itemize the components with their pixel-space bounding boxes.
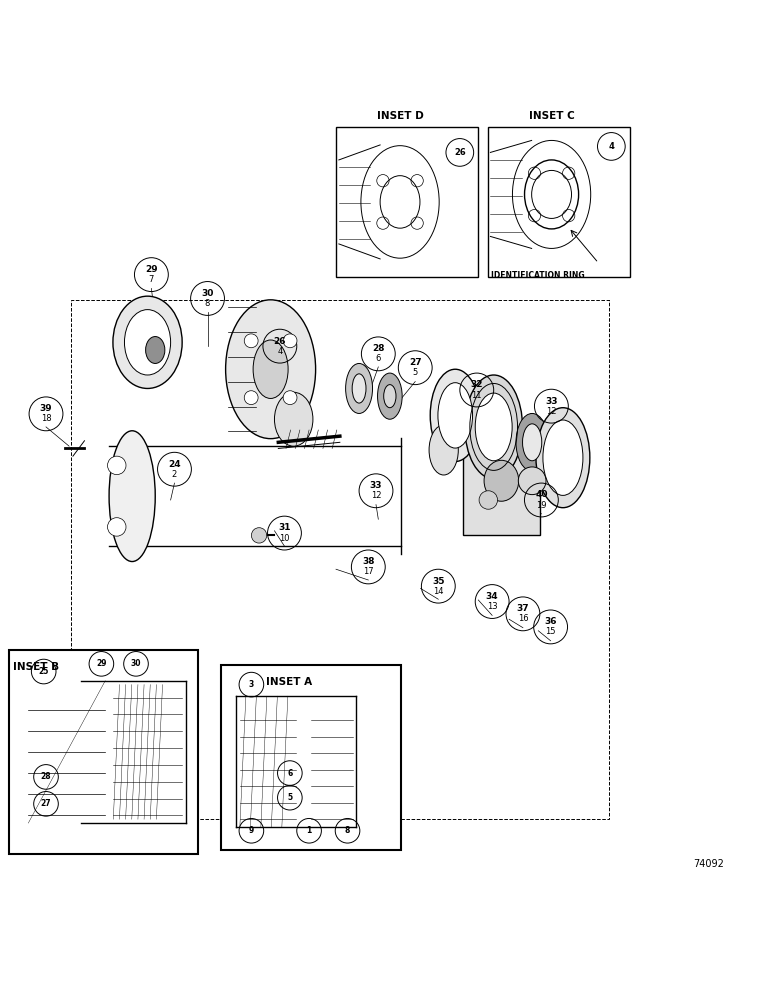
Text: 29: 29	[96, 659, 107, 668]
Text: 30: 30	[201, 289, 214, 298]
Circle shape	[107, 456, 126, 475]
Text: 32: 32	[470, 380, 483, 389]
Text: 1: 1	[306, 826, 312, 835]
Circle shape	[283, 334, 297, 348]
Bar	[488, 127, 630, 277]
Text: 37: 37	[516, 604, 530, 613]
Ellipse shape	[484, 460, 519, 501]
Text: 33: 33	[545, 397, 557, 406]
Text: 15: 15	[545, 627, 556, 636]
Circle shape	[252, 528, 267, 543]
Text: 10: 10	[279, 534, 290, 543]
Ellipse shape	[465, 375, 523, 479]
Text: 35: 35	[432, 577, 445, 586]
Text: INSET A: INSET A	[266, 677, 313, 687]
Ellipse shape	[543, 420, 583, 495]
Ellipse shape	[523, 424, 542, 461]
Ellipse shape	[225, 300, 316, 439]
Text: 34: 34	[486, 592, 499, 601]
Text: 4: 4	[608, 142, 615, 151]
Circle shape	[244, 334, 258, 348]
Text: 28: 28	[372, 344, 384, 353]
FancyBboxPatch shape	[463, 427, 540, 535]
Bar	[70, 300, 609, 819]
Circle shape	[244, 391, 258, 405]
Text: 31: 31	[278, 523, 291, 532]
Ellipse shape	[146, 337, 165, 363]
Text: 29: 29	[145, 265, 157, 274]
Text: 8: 8	[345, 826, 350, 835]
Text: 8: 8	[205, 299, 210, 308]
Text: 36: 36	[544, 617, 557, 626]
Circle shape	[107, 518, 126, 536]
Text: 38: 38	[362, 557, 374, 566]
Text: 5: 5	[412, 368, 418, 377]
Text: 40: 40	[535, 490, 547, 499]
Ellipse shape	[438, 383, 472, 448]
Text: INSET C: INSET C	[529, 111, 574, 121]
Text: 14: 14	[433, 587, 444, 596]
Circle shape	[479, 491, 497, 509]
Text: 19: 19	[536, 501, 547, 510]
Ellipse shape	[378, 373, 402, 419]
Ellipse shape	[536, 408, 590, 508]
Text: 27: 27	[41, 799, 51, 808]
Ellipse shape	[352, 374, 366, 403]
Bar	[9, 650, 198, 854]
Text: 26: 26	[454, 148, 466, 157]
Text: 2: 2	[172, 470, 177, 479]
Text: 16: 16	[517, 614, 528, 623]
Text: 3: 3	[249, 680, 254, 689]
Text: 39: 39	[39, 404, 52, 413]
Text: 12: 12	[546, 407, 557, 416]
Text: 6: 6	[376, 354, 381, 363]
Ellipse shape	[253, 340, 288, 398]
Text: 17: 17	[363, 567, 374, 576]
Bar	[336, 127, 479, 277]
Text: 7: 7	[149, 275, 154, 284]
Text: IDENTIFICATION RING: IDENTIFICATION RING	[490, 271, 584, 280]
Text: 18: 18	[41, 414, 51, 423]
Ellipse shape	[516, 413, 548, 471]
Ellipse shape	[476, 393, 512, 461]
Ellipse shape	[124, 310, 171, 375]
Bar	[221, 665, 401, 850]
Text: 9: 9	[249, 826, 254, 835]
Text: 12: 12	[371, 491, 381, 500]
Text: INSET D: INSET D	[377, 111, 423, 121]
Text: 26: 26	[273, 337, 286, 346]
Text: 74092: 74092	[693, 859, 724, 869]
Text: 25: 25	[39, 667, 49, 676]
Ellipse shape	[346, 363, 373, 413]
Ellipse shape	[384, 385, 396, 408]
Ellipse shape	[109, 431, 155, 562]
Ellipse shape	[275, 392, 313, 446]
Text: 11: 11	[472, 391, 482, 400]
Text: 33: 33	[370, 481, 382, 490]
Ellipse shape	[429, 425, 459, 475]
Text: 24: 24	[168, 460, 181, 469]
Circle shape	[283, 391, 297, 405]
Text: 4: 4	[277, 347, 283, 356]
Text: 13: 13	[487, 602, 497, 611]
Text: 30: 30	[130, 659, 141, 668]
Text: 27: 27	[409, 358, 422, 367]
Text: INSET B: INSET B	[13, 662, 59, 672]
Ellipse shape	[113, 296, 182, 388]
Text: 5: 5	[287, 793, 293, 802]
Circle shape	[518, 467, 546, 495]
Text: 6: 6	[287, 769, 293, 778]
Ellipse shape	[430, 369, 480, 462]
Text: 28: 28	[41, 772, 51, 781]
